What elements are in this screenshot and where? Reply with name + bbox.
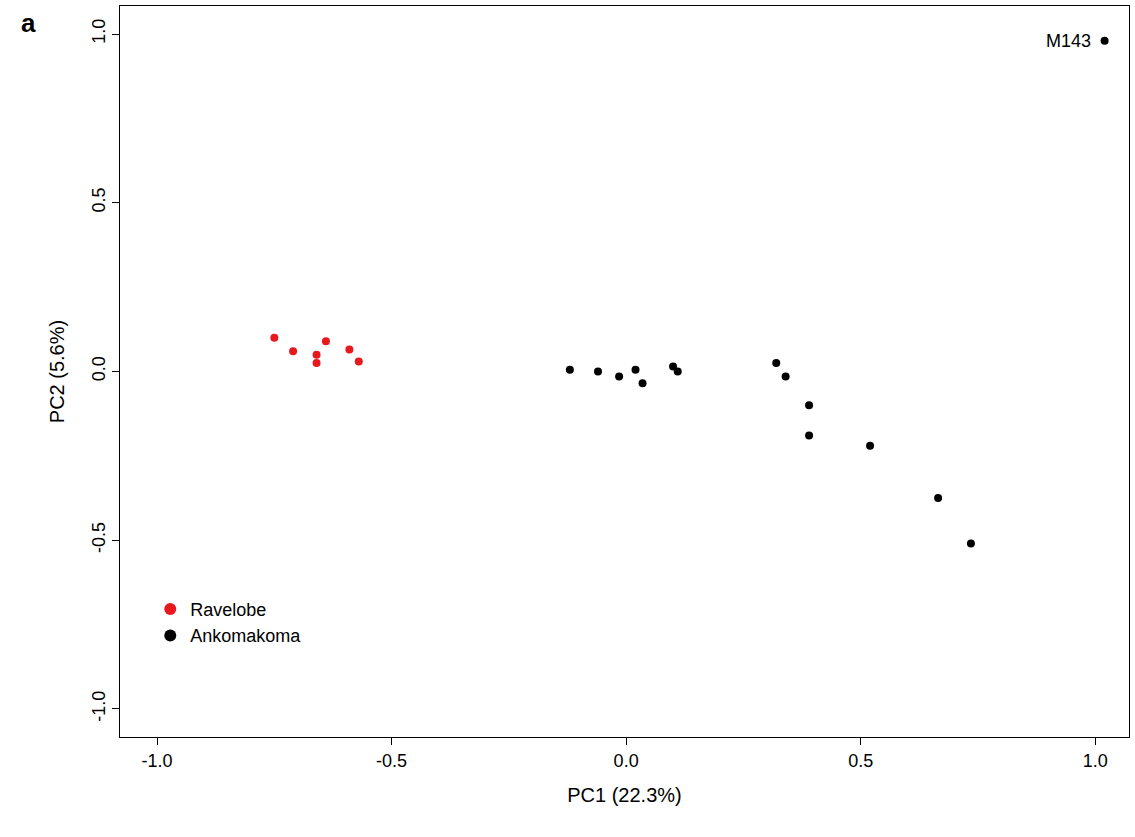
svg-text:Ankomakoma: Ankomakoma	[190, 626, 301, 646]
svg-text:0.0: 0.0	[89, 356, 109, 381]
svg-text:-1.0: -1.0	[89, 691, 109, 722]
svg-text:PC1 (22.3%): PC1 (22.3%)	[567, 784, 682, 806]
svg-text:PC2 (5.6%): PC2 (5.6%)	[46, 320, 68, 423]
svg-text:-0.5: -0.5	[89, 522, 109, 553]
svg-text:0.5: 0.5	[848, 751, 873, 771]
svg-text:1.0: 1.0	[89, 19, 109, 44]
svg-text:-0.5: -0.5	[376, 751, 407, 771]
svg-text:-1.0: -1.0	[142, 751, 173, 771]
svg-text:Ravelobe: Ravelobe	[190, 600, 266, 620]
svg-text:0.0: 0.0	[614, 751, 639, 771]
svg-text:0.5: 0.5	[89, 188, 109, 213]
svg-text:1.0: 1.0	[1083, 751, 1108, 771]
svg-text:a: a	[21, 8, 36, 38]
svg-text:M143: M143	[1046, 31, 1091, 51]
